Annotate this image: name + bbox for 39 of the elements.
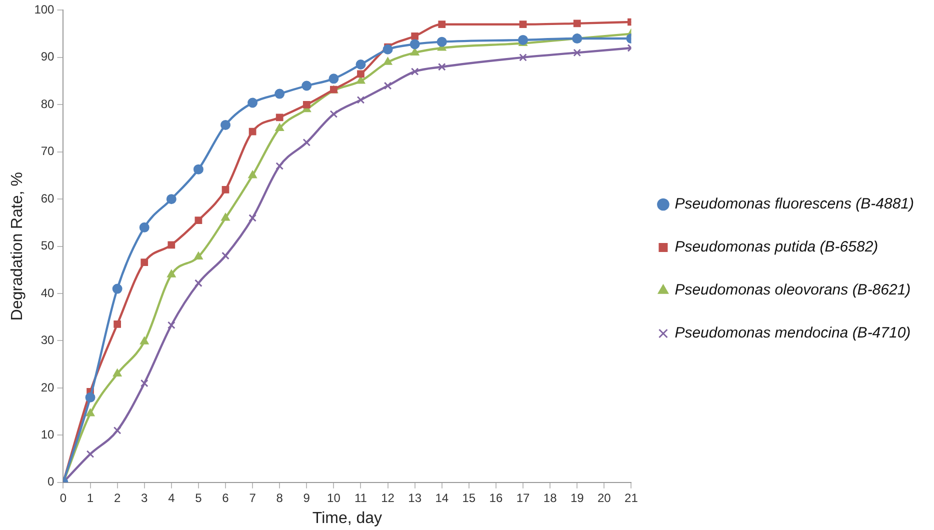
- x-tick-label: 9: [303, 490, 310, 505]
- x-tick-label: 14: [435, 490, 449, 505]
- x-tick-label: 8: [276, 490, 284, 505]
- y-tick-label: 30: [40, 333, 55, 348]
- x-tick-label: 12: [381, 490, 395, 505]
- x-tick-label: 17: [516, 490, 530, 505]
- y-tick-label: 20: [40, 380, 55, 394]
- x-tick-label: 4: [168, 490, 176, 505]
- x-tick-label: 13: [408, 490, 422, 505]
- x-tick-label: 19: [570, 490, 584, 505]
- y-tick-label: 70: [40, 144, 55, 158]
- y-tick-label: 50: [40, 238, 55, 253]
- y-tick-label: 60: [40, 191, 55, 206]
- y-tick-label: 0: [48, 474, 55, 489]
- legend-label: Pseudomonas mendocina (B-4710): [674, 324, 911, 342]
- legend-label: Pseudomonas fluorescens (B-4881): [674, 196, 914, 213]
- x-tick-label: 0: [60, 490, 67, 505]
- x-tick-label: 18: [543, 490, 558, 505]
- x-tick-label: 6: [222, 490, 230, 505]
- x-tick-label: 1: [86, 490, 94, 505]
- y-tick-label: 80: [40, 96, 55, 111]
- legend-label: Pseudomonas putida (B-6582): [674, 238, 878, 256]
- y-axis-title: Degradation Rate, %: [9, 172, 26, 321]
- x-tick-label: 7: [249, 490, 256, 505]
- x-tick-label: 11: [354, 490, 368, 505]
- x-tick-label: 10: [327, 490, 341, 505]
- x-axis-title: Time, day: [312, 510, 382, 527]
- x-tick-label: 3: [141, 490, 148, 505]
- y-tick-label: 90: [40, 50, 55, 64]
- y-tick-label: 10: [40, 427, 55, 442]
- x-tick-label: 20: [597, 490, 612, 505]
- x-tick-label: 5: [195, 490, 202, 505]
- x-tick-label: 15: [462, 490, 476, 505]
- x-tick-label: 2: [114, 490, 121, 505]
- y-tick-label: 40: [40, 286, 55, 300]
- x-tick-label: 16: [489, 490, 503, 505]
- legend-label: Pseudomonas oleovorans (B-8621): [674, 282, 911, 299]
- y-tick-label: 100: [34, 2, 55, 17]
- x-tick-label: 21: [624, 490, 638, 505]
